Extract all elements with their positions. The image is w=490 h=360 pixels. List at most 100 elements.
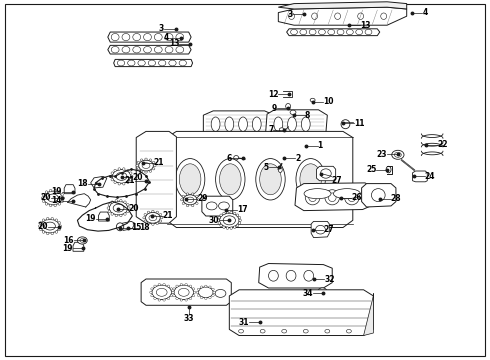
- Ellipse shape: [238, 216, 241, 219]
- Ellipse shape: [253, 153, 257, 158]
- Polygon shape: [266, 110, 327, 137]
- Ellipse shape: [212, 288, 214, 290]
- Polygon shape: [202, 196, 233, 216]
- Ellipse shape: [122, 168, 125, 170]
- Text: 20: 20: [132, 173, 143, 181]
- Ellipse shape: [149, 159, 151, 161]
- Ellipse shape: [61, 193, 63, 196]
- Ellipse shape: [169, 60, 176, 66]
- Ellipse shape: [58, 203, 61, 205]
- Ellipse shape: [185, 299, 187, 301]
- Ellipse shape: [147, 211, 150, 213]
- Text: 15: 15: [131, 223, 141, 232]
- Ellipse shape: [180, 299, 183, 301]
- Ellipse shape: [41, 197, 44, 199]
- Polygon shape: [141, 279, 231, 305]
- Text: 2: 2: [295, 154, 300, 163]
- Ellipse shape: [148, 60, 156, 66]
- Ellipse shape: [346, 29, 353, 35]
- Ellipse shape: [158, 284, 161, 286]
- Text: 19: 19: [86, 214, 96, 223]
- Ellipse shape: [120, 199, 122, 202]
- Ellipse shape: [118, 168, 121, 170]
- Text: 3: 3: [288, 10, 293, 19]
- Ellipse shape: [127, 60, 135, 66]
- Ellipse shape: [178, 288, 189, 296]
- Ellipse shape: [282, 329, 287, 333]
- Ellipse shape: [186, 193, 189, 195]
- Text: 22: 22: [437, 140, 447, 149]
- Ellipse shape: [149, 170, 151, 172]
- Ellipse shape: [150, 291, 152, 293]
- Text: 24: 24: [425, 172, 435, 181]
- Ellipse shape: [233, 226, 236, 229]
- Text: 7: 7: [268, 125, 273, 134]
- Ellipse shape: [38, 225, 41, 228]
- Ellipse shape: [381, 13, 387, 19]
- Ellipse shape: [44, 191, 62, 205]
- Ellipse shape: [304, 189, 331, 199]
- Ellipse shape: [161, 217, 163, 219]
- Polygon shape: [278, 2, 407, 9]
- Ellipse shape: [109, 201, 128, 215]
- Ellipse shape: [212, 294, 214, 297]
- Polygon shape: [203, 111, 274, 137]
- Text: 25: 25: [366, 165, 376, 174]
- Text: 5: 5: [264, 163, 269, 172]
- Ellipse shape: [296, 158, 325, 200]
- Ellipse shape: [182, 195, 185, 197]
- Ellipse shape: [152, 161, 155, 163]
- Ellipse shape: [356, 29, 363, 35]
- Ellipse shape: [147, 222, 150, 225]
- Ellipse shape: [167, 285, 170, 287]
- Ellipse shape: [192, 288, 195, 290]
- Text: 20: 20: [128, 204, 139, 213]
- Ellipse shape: [344, 190, 359, 205]
- Ellipse shape: [142, 163, 150, 168]
- Text: 21: 21: [154, 158, 164, 167]
- Ellipse shape: [193, 291, 196, 293]
- Ellipse shape: [183, 195, 197, 205]
- Ellipse shape: [174, 285, 194, 300]
- Ellipse shape: [279, 128, 284, 131]
- Ellipse shape: [213, 291, 216, 293]
- Ellipse shape: [216, 158, 245, 200]
- Ellipse shape: [137, 161, 140, 163]
- Polygon shape: [98, 212, 109, 221]
- Ellipse shape: [62, 197, 64, 199]
- Text: 21: 21: [125, 176, 135, 185]
- Ellipse shape: [111, 33, 119, 41]
- Polygon shape: [120, 221, 135, 230]
- Text: 9: 9: [272, 104, 277, 112]
- Ellipse shape: [301, 117, 310, 131]
- Ellipse shape: [115, 214, 118, 217]
- Ellipse shape: [49, 204, 52, 207]
- Ellipse shape: [239, 329, 244, 333]
- Ellipse shape: [170, 288, 172, 290]
- Ellipse shape: [230, 211, 232, 214]
- Ellipse shape: [179, 60, 187, 66]
- Ellipse shape: [239, 219, 242, 221]
- Ellipse shape: [41, 219, 59, 233]
- Ellipse shape: [215, 289, 226, 297]
- Text: 1: 1: [318, 141, 323, 150]
- Polygon shape: [136, 131, 176, 223]
- Ellipse shape: [48, 194, 58, 202]
- Ellipse shape: [112, 170, 131, 183]
- Ellipse shape: [116, 172, 127, 180]
- Text: 21: 21: [163, 211, 173, 220]
- Polygon shape: [114, 59, 193, 67]
- Ellipse shape: [196, 291, 198, 293]
- Ellipse shape: [163, 299, 165, 301]
- Ellipse shape: [341, 120, 350, 129]
- Ellipse shape: [114, 169, 116, 172]
- Ellipse shape: [127, 169, 129, 172]
- Ellipse shape: [149, 215, 157, 221]
- Ellipse shape: [325, 329, 330, 333]
- Ellipse shape: [129, 172, 132, 174]
- Ellipse shape: [170, 295, 172, 297]
- Ellipse shape: [316, 225, 325, 234]
- Text: 29: 29: [197, 194, 207, 203]
- Ellipse shape: [159, 60, 166, 66]
- Ellipse shape: [152, 223, 154, 225]
